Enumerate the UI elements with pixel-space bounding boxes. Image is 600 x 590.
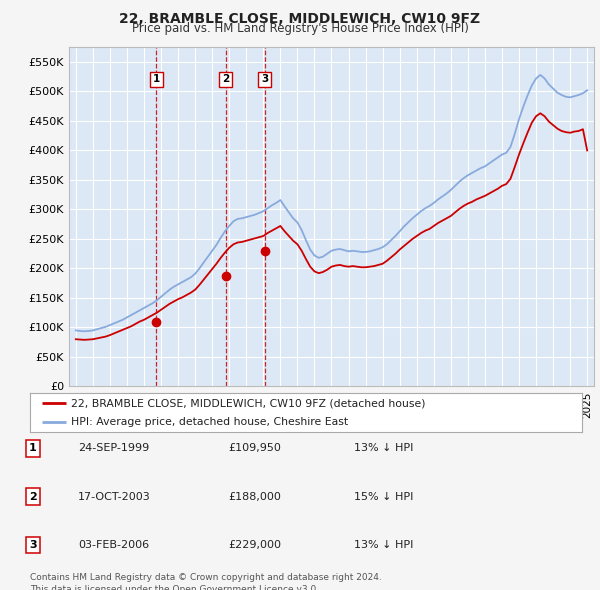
Text: £229,000: £229,000 [228,540,281,550]
Text: Price paid vs. HM Land Registry's House Price Index (HPI): Price paid vs. HM Land Registry's House … [131,22,469,35]
Text: 1: 1 [29,444,37,453]
Text: £188,000: £188,000 [228,492,281,502]
Text: 15% ↓ HPI: 15% ↓ HPI [354,492,413,502]
Text: 2: 2 [222,74,229,84]
Text: 03-FEB-2006: 03-FEB-2006 [78,540,149,550]
Text: 22, BRAMBLE CLOSE, MIDDLEWICH, CW10 9FZ (detached house): 22, BRAMBLE CLOSE, MIDDLEWICH, CW10 9FZ … [71,398,426,408]
Text: 2: 2 [29,492,37,502]
Text: Contains HM Land Registry data © Crown copyright and database right 2024.
This d: Contains HM Land Registry data © Crown c… [30,573,382,590]
Text: HPI: Average price, detached house, Cheshire East: HPI: Average price, detached house, Ches… [71,417,349,427]
Text: 13% ↓ HPI: 13% ↓ HPI [354,540,413,550]
Text: 3: 3 [29,540,37,550]
Text: 13% ↓ HPI: 13% ↓ HPI [354,444,413,453]
Text: 3: 3 [261,74,268,84]
Text: £109,950: £109,950 [228,444,281,453]
Text: 24-SEP-1999: 24-SEP-1999 [78,444,149,453]
Text: 1: 1 [153,74,160,84]
Text: 22, BRAMBLE CLOSE, MIDDLEWICH, CW10 9FZ: 22, BRAMBLE CLOSE, MIDDLEWICH, CW10 9FZ [119,12,481,26]
Text: 17-OCT-2003: 17-OCT-2003 [78,492,151,502]
